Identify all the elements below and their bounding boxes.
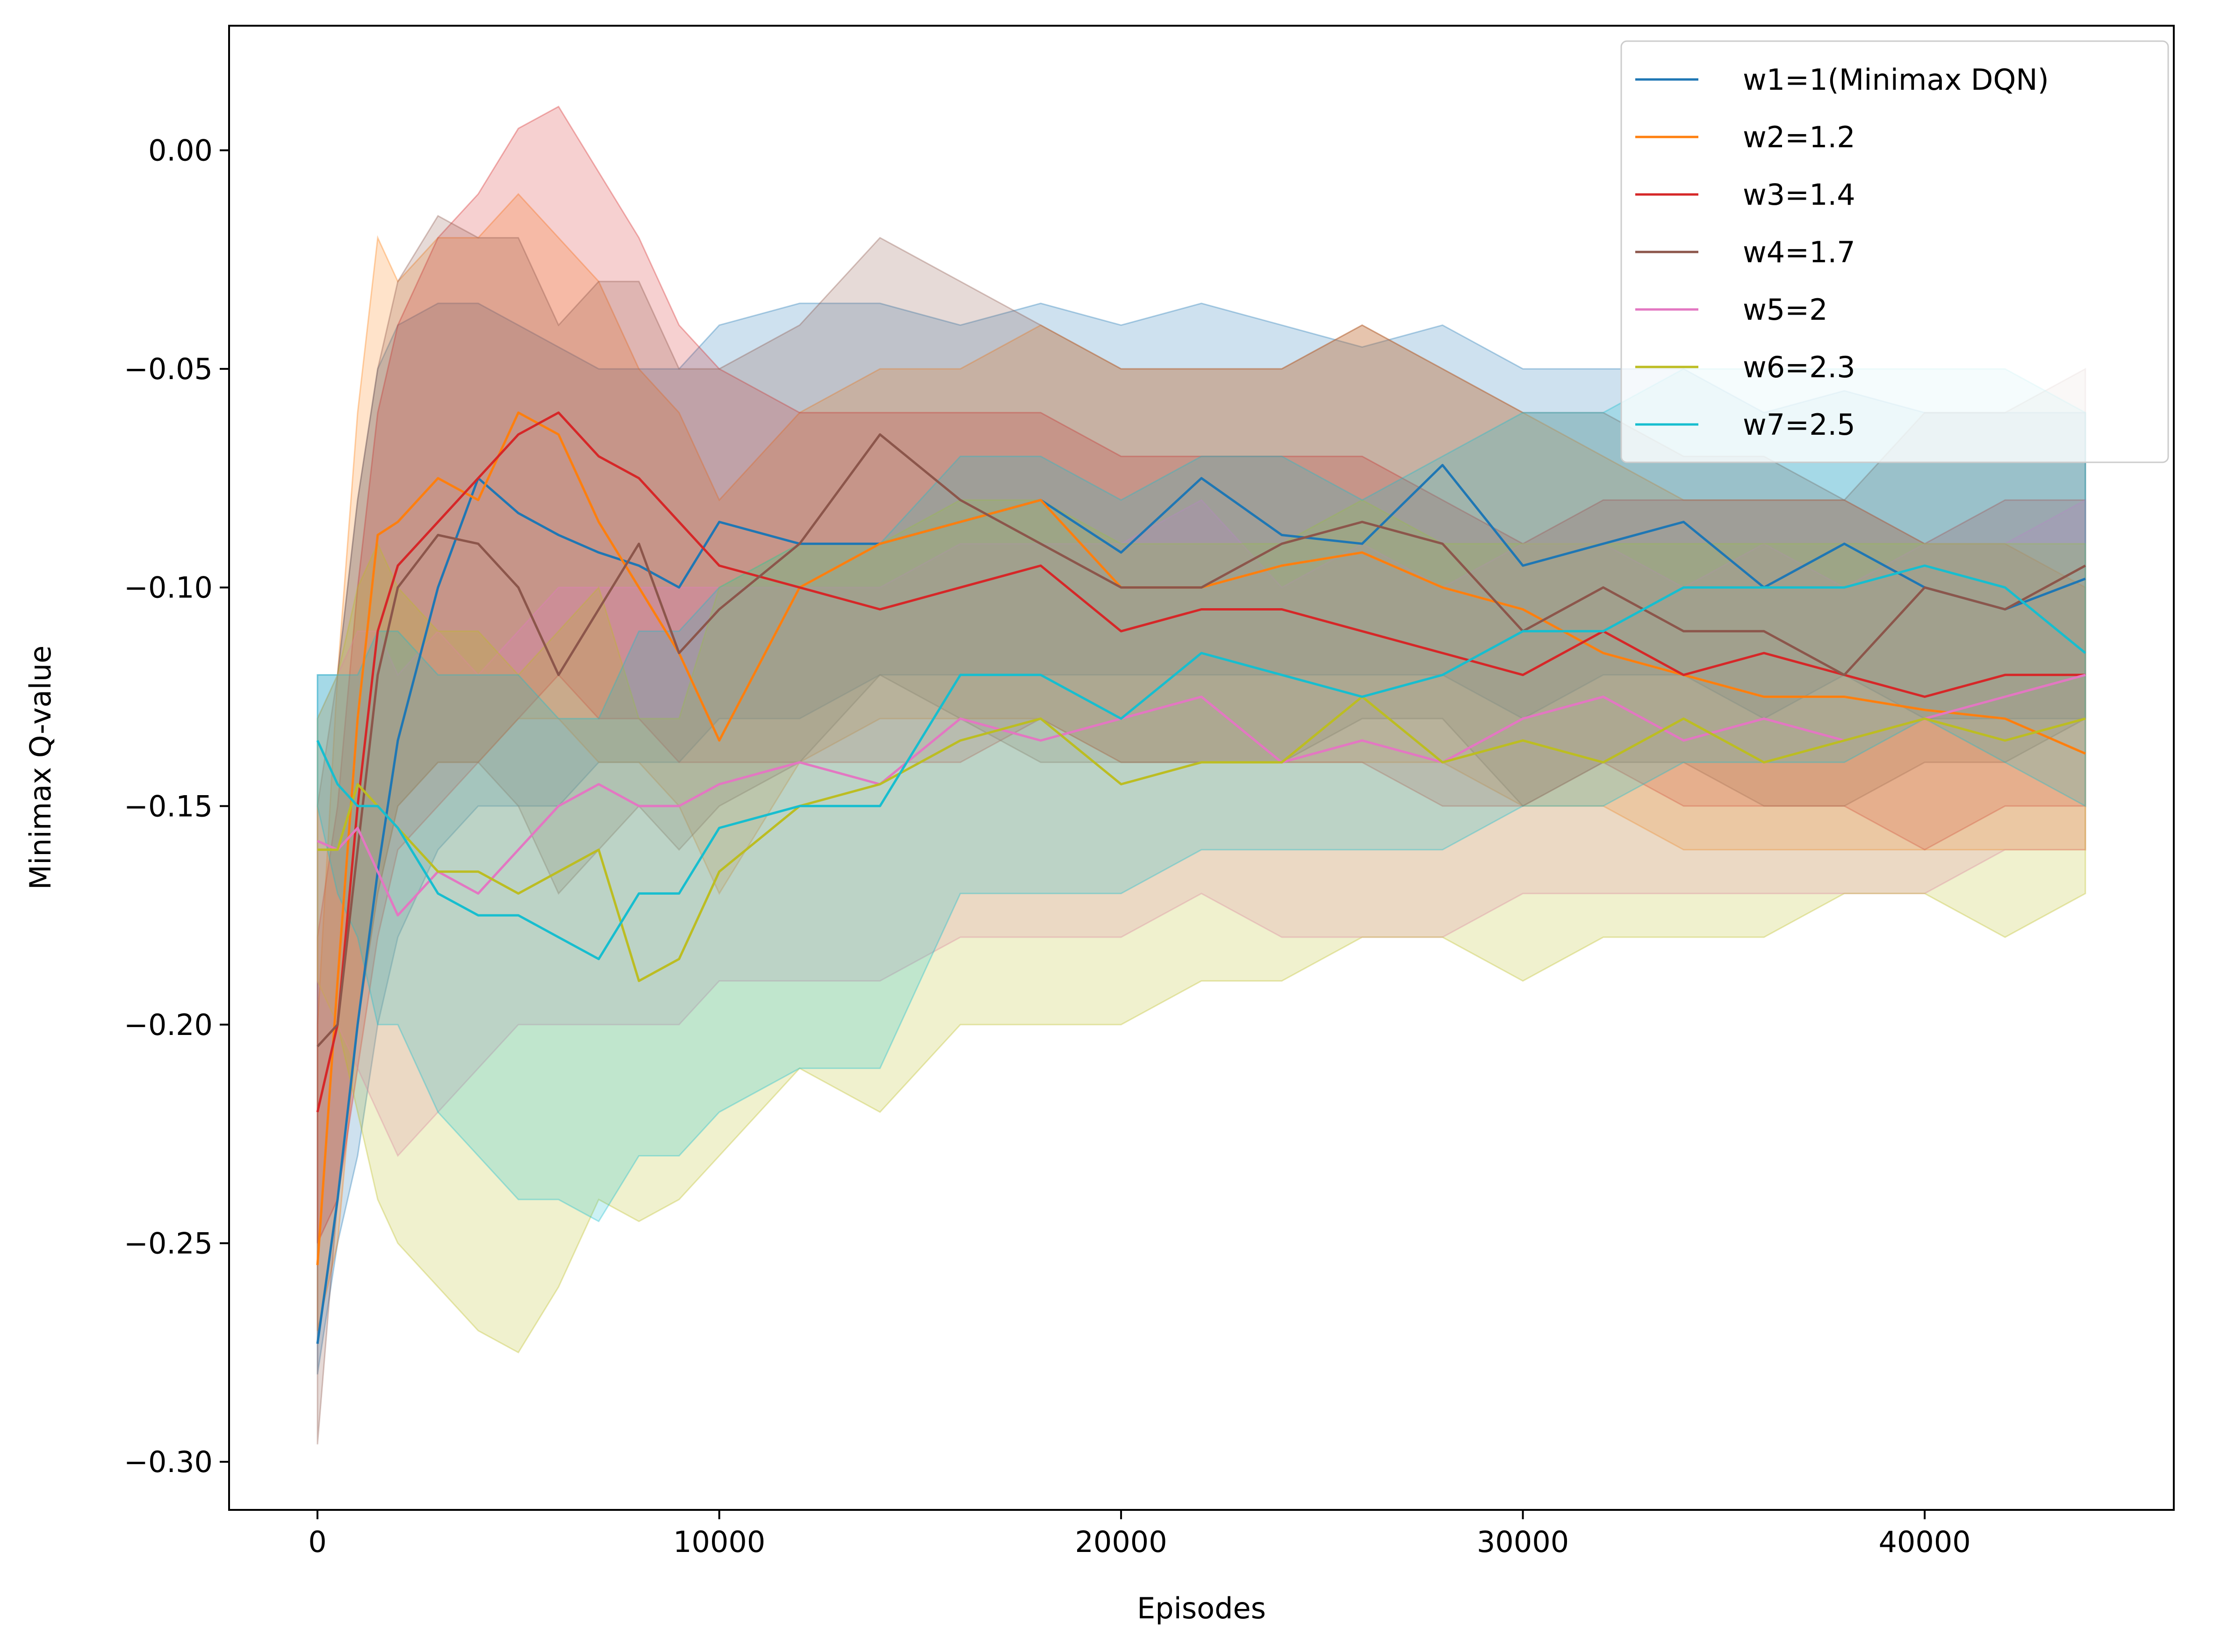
x-tick-label: 30000 bbox=[1477, 1525, 1569, 1559]
x-tick-label: 0 bbox=[308, 1525, 326, 1559]
legend-label-7: w7=2.5 bbox=[1743, 408, 1855, 442]
line-series-3 bbox=[316, 411, 2085, 1113]
legend-label-5: w5=2 bbox=[1743, 293, 1828, 327]
legend-label-2: w2=1.2 bbox=[1743, 120, 1855, 154]
x-axis-label: Episodes bbox=[1137, 1591, 1266, 1625]
series-lines bbox=[316, 411, 2086, 1344]
x-tick-label: 20000 bbox=[1075, 1525, 1167, 1559]
y-axis-label: Minimax Q-value bbox=[23, 646, 58, 890]
plot-frame bbox=[228, 25, 2175, 1511]
legend-box bbox=[1620, 40, 2169, 463]
band-series-2 bbox=[316, 193, 2086, 1331]
legend-label-3: w3=1.4 bbox=[1743, 178, 1855, 212]
x-tick-label: 10000 bbox=[673, 1525, 765, 1559]
y-tick-label: −0.25 bbox=[124, 1227, 213, 1261]
legend-label-1: w1=1(Minimax DQN) bbox=[1743, 63, 2049, 97]
y-tick-label: −0.05 bbox=[124, 352, 213, 386]
y-tick-label: 0.00 bbox=[148, 134, 213, 168]
legend-label-4: w4=1.7 bbox=[1743, 235, 1855, 269]
legend-label-6: w6=2.3 bbox=[1743, 350, 1855, 384]
band-series-3 bbox=[316, 106, 2086, 1244]
band-series-6 bbox=[316, 499, 2086, 1354]
line-series-5 bbox=[317, 674, 2086, 917]
x-tick-label: 40000 bbox=[1878, 1525, 1970, 1559]
y-tick-label: −0.20 bbox=[124, 1008, 213, 1042]
y-tick-label: −0.15 bbox=[124, 789, 213, 823]
line-series-2 bbox=[316, 411, 2086, 1265]
line-series-4 bbox=[316, 433, 2086, 1048]
y-tick-label: −0.30 bbox=[124, 1445, 213, 1479]
x-axis: 0 10000 20000 30000 40000 bbox=[308, 1510, 1971, 1559]
y-axis: 0.00 −0.05 −0.10 −0.15 −0.20 −0.25 −0.30 bbox=[124, 134, 229, 1479]
line-series-7 bbox=[316, 564, 2086, 961]
y-tick-label: −0.10 bbox=[124, 571, 213, 605]
band-series-7 bbox=[316, 368, 2086, 1222]
legend: w1=1(Minimax DQN) w2=1.2 w3=1.4 w4=1.7 w5=2 w… bbox=[1620, 40, 2169, 463]
line-series-6 bbox=[317, 696, 2086, 982]
